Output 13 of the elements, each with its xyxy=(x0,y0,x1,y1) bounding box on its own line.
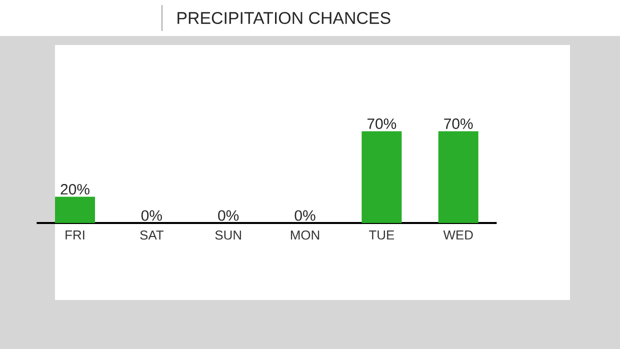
data-label: 70% xyxy=(367,118,396,129)
x-tick-label: TUE xyxy=(369,230,394,240)
x-tick-label: SAT xyxy=(140,230,164,240)
data-label: 0% xyxy=(141,210,162,221)
x-tick-label: SUN xyxy=(215,230,241,240)
data-label: 70% xyxy=(444,118,473,129)
data-label: 20% xyxy=(60,184,90,195)
chart-title: PRECIPITATION CHANCES xyxy=(178,12,390,24)
data-label: 0% xyxy=(218,210,239,221)
x-tick-label: MON xyxy=(290,230,320,240)
x-tick-label: WED xyxy=(443,230,473,240)
x-tick-label: FRI xyxy=(66,230,84,240)
data-label: 0% xyxy=(294,210,316,221)
